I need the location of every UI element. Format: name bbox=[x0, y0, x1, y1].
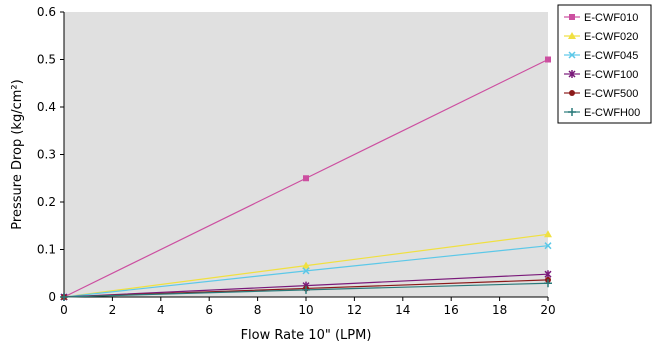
x-tick-label: 0 bbox=[60, 303, 68, 317]
legend-label: E-CWF045 bbox=[584, 50, 638, 62]
x-tick-label: 18 bbox=[492, 303, 507, 317]
x-axis-title: Flow Rate 10" (LPM) bbox=[241, 328, 372, 343]
y-tick-label: 0.4 bbox=[37, 100, 56, 114]
legend-marker bbox=[568, 32, 576, 39]
series-layer bbox=[60, 56, 552, 301]
x-tick-label: 2 bbox=[109, 303, 117, 317]
legend-marker bbox=[568, 108, 576, 116]
y-tick-label: 0.3 bbox=[37, 148, 56, 162]
legend-item: E-CWF100 bbox=[564, 69, 638, 81]
legend-marker bbox=[569, 90, 575, 96]
legend-marker bbox=[568, 70, 576, 78]
x-tick-label: 8 bbox=[254, 303, 262, 317]
data-point bbox=[544, 279, 552, 288]
plot-area bbox=[64, 12, 548, 297]
y-tick-label: 0 bbox=[48, 290, 56, 304]
y-tick-label: 0.5 bbox=[37, 53, 56, 67]
y-tick-label: 0.6 bbox=[37, 5, 56, 19]
legend-item: E-CWF020 bbox=[564, 31, 638, 43]
data-point bbox=[544, 270, 552, 279]
legend-item: E-CWF045 bbox=[564, 50, 638, 62]
data-point bbox=[60, 293, 68, 301]
y-axis-title: Pressure Drop (kg/cm²) bbox=[10, 79, 25, 229]
x-tick-label: 12 bbox=[347, 303, 362, 317]
legend-label: E-CWF500 bbox=[584, 88, 638, 100]
data-point bbox=[302, 261, 310, 269]
legend: E-CWF010 E-CWF020 E-CWF045 E-CWF100 E-CWF500… bbox=[557, 4, 652, 124]
data-point bbox=[303, 175, 309, 182]
tick-labels: 0 2 4 6 8 10 12 14 16 18 20 0 0.1 0.2 0.3 0.4 0.5 0.6 bbox=[37, 5, 556, 317]
legend-item: E-CWF010 bbox=[564, 12, 638, 24]
data-point bbox=[545, 56, 551, 63]
legend-label: E-CWFH00 bbox=[584, 107, 640, 119]
legend-marker bbox=[569, 14, 575, 20]
data-point bbox=[302, 267, 310, 275]
legend-item: E-CWFH00 bbox=[564, 107, 640, 119]
data-point bbox=[302, 285, 310, 294]
data-point bbox=[544, 242, 552, 250]
x-tick-label: 16 bbox=[444, 303, 459, 317]
x-tick-label: 20 bbox=[540, 303, 555, 317]
legend-label: E-CWF010 bbox=[584, 12, 638, 24]
legend-marker bbox=[568, 51, 576, 59]
legend-label: E-CWF100 bbox=[584, 69, 638, 81]
data-point bbox=[544, 230, 552, 238]
x-tick-label: 10 bbox=[298, 303, 313, 317]
legend-label: E-CWF020 bbox=[584, 31, 638, 43]
x-tick-label: 14 bbox=[395, 303, 410, 317]
x-tick-label: 6 bbox=[205, 303, 213, 317]
y-tick-label: 0.1 bbox=[37, 243, 56, 257]
legend-box bbox=[557, 4, 652, 124]
y-tick-label: 0.2 bbox=[37, 195, 56, 209]
legend-item: E-CWF500 bbox=[564, 88, 638, 100]
x-tick-label: 4 bbox=[157, 303, 165, 317]
series-e-cwfh00 bbox=[60, 279, 552, 301]
